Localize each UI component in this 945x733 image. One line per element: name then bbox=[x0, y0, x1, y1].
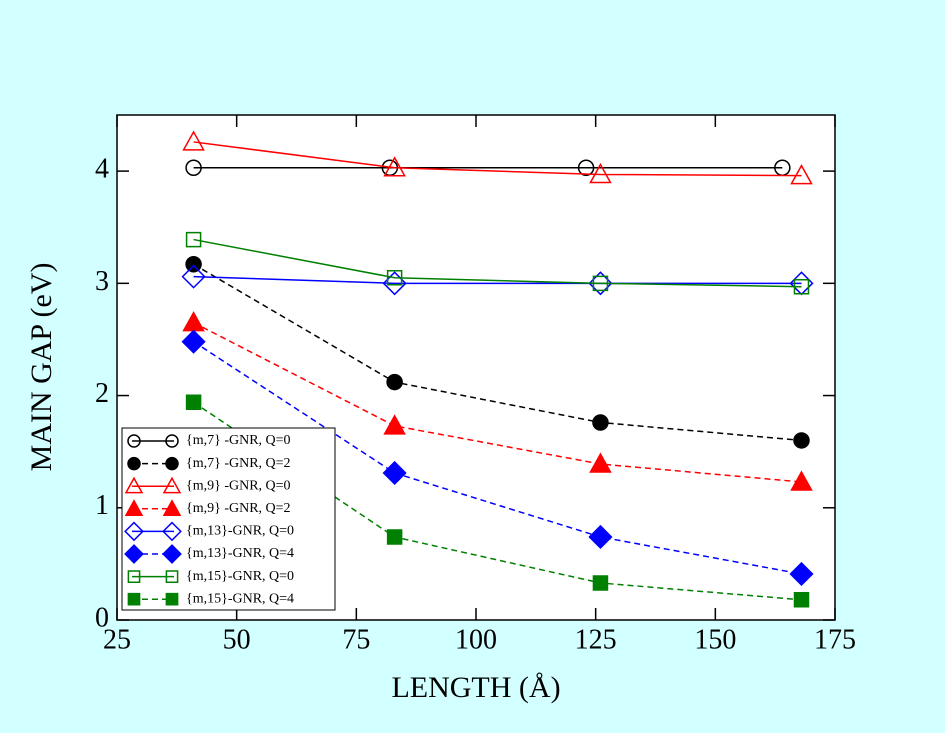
series-line bbox=[193, 238, 802, 288]
legend-box bbox=[121, 427, 336, 611]
x-tick-label: 50 bbox=[223, 624, 251, 655]
legend-marker bbox=[162, 476, 182, 494]
legend-marker bbox=[165, 434, 179, 448]
marker bbox=[789, 561, 814, 587]
legend-marker bbox=[127, 592, 141, 606]
marker bbox=[185, 231, 202, 248]
series-line bbox=[193, 275, 802, 285]
series-line bbox=[193, 321, 802, 483]
marker bbox=[793, 432, 810, 449]
legend-label: {m,13}-GNR, Q=4 bbox=[186, 546, 294, 561]
marker bbox=[382, 460, 407, 486]
legend-label: {m,7} -GNR, Q=2 bbox=[186, 456, 291, 471]
marker bbox=[185, 159, 202, 176]
x-tick-label: 150 bbox=[694, 624, 736, 655]
legend-marker bbox=[124, 476, 144, 494]
x-tick-label: 75 bbox=[342, 624, 370, 655]
legend-marker bbox=[127, 456, 141, 471]
marker bbox=[577, 159, 595, 176]
marker bbox=[386, 269, 403, 286]
x-tick-label: 175 bbox=[814, 624, 856, 655]
marker bbox=[386, 373, 403, 391]
marker bbox=[181, 329, 206, 354]
y-tick-label: 3 bbox=[95, 266, 109, 297]
x-tick-label: 100 bbox=[455, 624, 497, 655]
legend-marker bbox=[127, 434, 141, 448]
marker bbox=[182, 130, 205, 151]
marker bbox=[588, 524, 613, 550]
marker bbox=[790, 164, 813, 185]
marker bbox=[592, 575, 609, 591]
marker bbox=[185, 256, 202, 273]
marker bbox=[589, 452, 612, 473]
marker bbox=[793, 592, 810, 608]
marker bbox=[790, 470, 813, 491]
marker bbox=[592, 275, 609, 292]
y-axis-label: MAIN GAP (eV) bbox=[25, 263, 58, 472]
x-axis-label: LENGTH (Å) bbox=[391, 671, 560, 704]
legend-label: {m,7} -GNR, Q=0 bbox=[186, 433, 291, 448]
x-tick-label: 25 bbox=[103, 624, 131, 655]
legend-label: {m,9} -GNR, Q=0 bbox=[186, 478, 291, 493]
series-line bbox=[193, 341, 802, 575]
legend-marker bbox=[165, 570, 179, 583]
legend-label: {m,13}-GNR, Q=0 bbox=[186, 524, 294, 539]
legend-marker bbox=[162, 521, 182, 542]
legend-label: {m,9} -GNR, Q=2 bbox=[186, 501, 291, 516]
marker bbox=[181, 264, 206, 289]
legend-marker bbox=[124, 544, 144, 564]
legend-marker bbox=[165, 592, 179, 606]
marker bbox=[589, 162, 612, 184]
y-tick-label: 2 bbox=[95, 378, 109, 409]
x-tick-label: 125 bbox=[575, 624, 617, 655]
legend-label: {m,15}-GNR, Q=0 bbox=[186, 569, 294, 584]
y-tick-label: 1 bbox=[95, 490, 109, 521]
y-tick-label: 4 bbox=[95, 154, 109, 185]
marker bbox=[793, 278, 810, 295]
legend-marker bbox=[124, 499, 144, 516]
marker bbox=[386, 529, 403, 545]
legend-marker bbox=[127, 570, 141, 583]
legend-marker bbox=[124, 521, 144, 542]
legend-label: {m,15}-GNR, Q=4 bbox=[186, 591, 294, 606]
y-tick-label: 0 bbox=[95, 602, 109, 633]
marker bbox=[383, 156, 406, 177]
legend-marker bbox=[162, 499, 182, 516]
legend-marker bbox=[165, 456, 179, 471]
marker bbox=[185, 394, 202, 411]
series-line bbox=[193, 141, 802, 177]
marker bbox=[383, 414, 406, 435]
series-line bbox=[193, 263, 802, 442]
marker bbox=[592, 414, 609, 431]
legend-marker bbox=[162, 544, 182, 564]
